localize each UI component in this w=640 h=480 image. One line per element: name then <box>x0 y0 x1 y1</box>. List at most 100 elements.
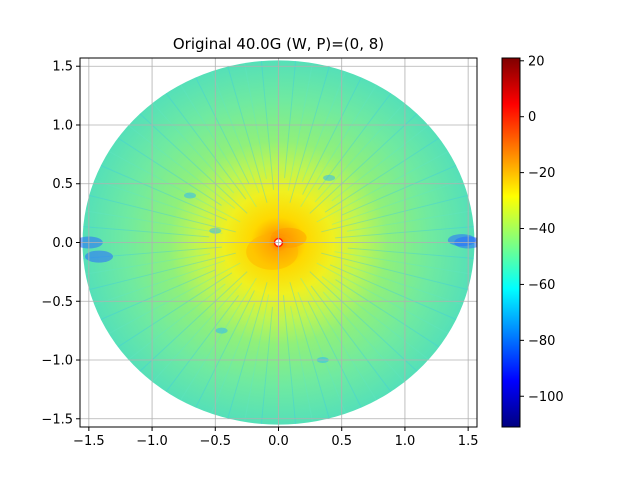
field-streak <box>287 63 314 191</box>
field-streak <box>316 150 449 223</box>
x-axis: −1.5 −1.0 −0.5 0.0 0.5 1.0 1.5 <box>73 427 478 449</box>
field-streak <box>180 84 257 208</box>
field-streak <box>316 262 449 335</box>
field-streak <box>346 210 472 232</box>
field-streak <box>227 282 268 419</box>
field-streak <box>321 194 468 233</box>
field-streak <box>243 294 270 422</box>
field-streak <box>322 291 405 383</box>
field-streak <box>347 247 474 259</box>
field-streak <box>165 295 240 393</box>
y-tick-label: −1.0 <box>41 354 73 369</box>
field-streak <box>300 84 377 208</box>
field-streak <box>317 92 392 190</box>
field-streak <box>152 282 243 383</box>
field-streak <box>139 113 248 214</box>
field-streak <box>331 179 463 225</box>
field-streak <box>260 306 273 425</box>
field-streak <box>94 260 226 306</box>
x-tick-label: 1.5 <box>458 434 479 449</box>
field-streak <box>117 137 222 206</box>
field-streak <box>343 264 463 306</box>
field-null <box>183 192 196 199</box>
colorbar-tick-label: −60 <box>528 278 555 293</box>
colorbar-axis: 20 0 −20 −40 −60 −80 −100 <box>520 54 564 405</box>
chart-title: Original 40.0G (W, P)=(0, 8) <box>173 35 384 53</box>
field-streak <box>289 282 330 419</box>
field-streak <box>89 252 236 291</box>
field-streak <box>85 253 211 275</box>
field-streak <box>100 269 216 320</box>
field-streak <box>100 165 228 221</box>
field-streak <box>227 66 268 203</box>
field-streak <box>211 303 256 414</box>
field-streak <box>85 210 223 234</box>
field-streak <box>324 137 440 213</box>
field-streak <box>165 92 247 200</box>
field-null <box>323 174 336 181</box>
y-tick-label: −0.5 <box>41 295 73 310</box>
colorbar <box>502 58 520 427</box>
colorbar-tick-label: −80 <box>528 334 555 349</box>
x-tick-label: 0.5 <box>331 434 352 449</box>
colorbar-tick-label: 0 <box>528 110 536 125</box>
x-tick-label: −0.5 <box>199 434 231 449</box>
field-streak <box>128 283 226 360</box>
field-streak <box>260 60 275 190</box>
field-null <box>447 234 476 247</box>
colorbar-tick-label: 20 <box>528 54 545 69</box>
field-streak <box>300 277 377 401</box>
y-tick-label: 1.0 <box>52 118 73 133</box>
field-streak <box>195 77 250 185</box>
field-streak <box>321 276 429 360</box>
x-tick-label: 0.0 <box>268 434 289 449</box>
field-streak <box>284 60 297 179</box>
field-streak <box>139 271 248 372</box>
y-axis: 1.5 1.0 0.5 0.0 −0.5 −1.0 −1.5 <box>41 60 80 427</box>
field-lobe <box>246 233 299 270</box>
colorbar-tick-label: −20 <box>528 166 555 181</box>
field-null <box>215 327 228 334</box>
field-streak <box>128 125 236 209</box>
field-streak <box>329 264 457 320</box>
field-streak <box>152 102 235 194</box>
field-streak <box>83 226 210 238</box>
colorbar-tick-label: −40 <box>528 222 555 237</box>
field-streak <box>195 290 255 408</box>
field-streak <box>108 262 241 335</box>
y-tick-label: −1.5 <box>41 412 73 427</box>
field-streak <box>309 113 418 214</box>
field-streak <box>282 295 297 425</box>
x-tick-label: −1.0 <box>136 434 168 449</box>
field-streak <box>211 71 260 193</box>
field-streak <box>301 71 346 182</box>
field-streak <box>302 77 362 195</box>
field-streak <box>108 150 241 223</box>
field-streak <box>341 165 457 216</box>
field-streak <box>290 306 314 422</box>
field-streak <box>331 125 429 202</box>
field-streak <box>307 300 362 408</box>
field-streak <box>335 279 440 348</box>
field-streak <box>289 66 330 203</box>
field-null <box>84 250 113 263</box>
colorbar-frame <box>501 57 521 428</box>
y-tick-label: 1.5 <box>52 60 73 75</box>
field-streak <box>89 194 236 233</box>
field-streak <box>94 179 214 221</box>
field-streak <box>117 272 233 348</box>
y-tick-label: 0.0 <box>52 236 73 251</box>
grid-lines <box>80 58 477 427</box>
field-streak <box>309 271 418 372</box>
x-tick-label: −1.5 <box>73 434 105 449</box>
field-streak <box>335 226 474 239</box>
field-streak <box>334 251 472 275</box>
field-streak <box>243 63 267 179</box>
field-streak <box>321 252 468 291</box>
field-streak <box>314 102 405 203</box>
y-tick-label: 0.5 <box>52 177 73 192</box>
colorbar-tick-label: −100 <box>528 390 564 405</box>
field-streak <box>310 285 392 393</box>
field-streak <box>297 292 346 414</box>
